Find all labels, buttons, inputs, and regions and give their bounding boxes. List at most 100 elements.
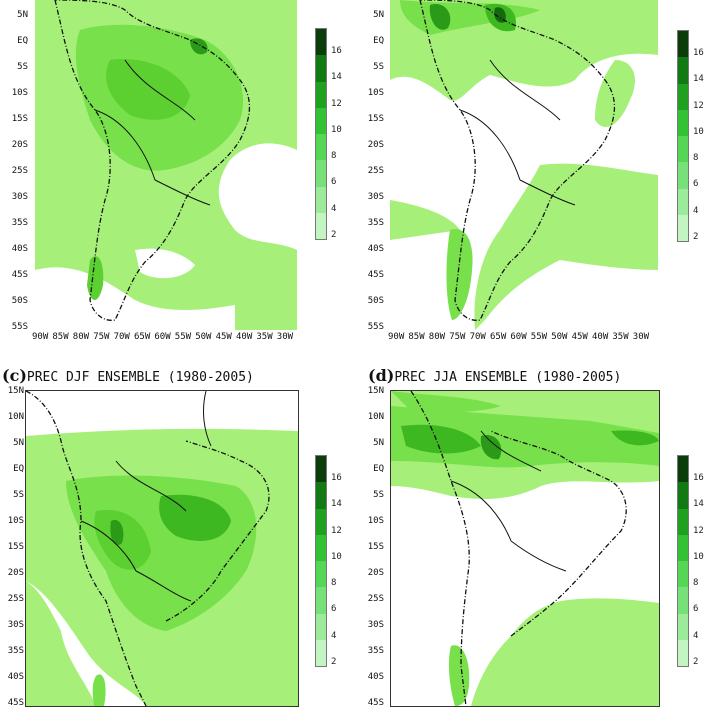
colorbar-swatch [316,107,326,134]
colorbar-tick-label: 14 [693,74,704,85]
longitude-label: 50W [551,332,568,342]
latitude-label: 15S [7,542,24,552]
colorbar-swatch [316,639,326,666]
colorbar-swatch [678,534,688,561]
latitude-label: 45S [367,698,384,708]
colorbar-tick-label: 8 [331,578,337,588]
latitude-label: 55S [11,322,28,332]
panel-d-title-text: PREC JJA ENSEMBLE (1980-2005) [394,370,622,385]
latitude-label: 20S [367,140,384,150]
latitude-label: 35S [367,646,384,656]
latitude-label: 10S [367,88,384,98]
colorbar-tick-label: 10 [331,124,342,135]
longitude-label: 70W [113,332,130,342]
panel-c-title: (c)PREC DJF ENSEMBLE (1980-2005) [2,366,254,385]
latitude-label: 5S [17,62,28,72]
longitude-label: 75W [449,332,466,342]
latitude-label: 20S [11,140,28,150]
latitude-label: 50S [11,296,28,306]
colorbar-swatch [316,456,326,483]
latitude-label: 5N [373,438,384,448]
longitude-label: 50W [195,332,212,342]
longitude-label: 85W [52,332,69,342]
longitude-label: 40W [592,332,609,342]
colorbar-swatch [316,81,326,108]
latitude-label: 10S [7,516,24,526]
colorbar-tick-label: 6 [331,177,337,188]
latitude-label: 55S [367,322,384,332]
panel-c-title-text: PREC DJF ENSEMBLE (1980-2005) [26,370,254,385]
latitude-label: 45S [7,698,24,708]
longitude-label: 60W [510,332,527,342]
colorbar-tick-label: 8 [693,578,699,588]
latitude-label: 40S [367,672,384,682]
longitude-label: 35W [256,332,273,342]
latitude-label: 15S [11,114,28,124]
latitude-label: 15S [367,114,384,124]
longitude-label: 65W [490,332,507,342]
longitude-label: 55W [530,332,548,342]
colorbar-tick-label: 16 [331,46,342,56]
colorbar-swatch [678,162,688,189]
colorbar-swatch [316,508,326,535]
longitude-label: 55W [174,332,192,342]
colorbar-tick-label: 10 [693,126,704,137]
latitude-label: 5S [373,490,384,500]
latitude-label: 30S [11,192,28,202]
latitude-label: 5N [373,10,384,20]
colorbar-swatch [316,482,326,509]
longitude-label: 30W [276,332,294,342]
latitude-label: 35S [367,218,384,228]
colorbar-swatch [316,55,326,82]
latitude-label: EQ [373,464,384,474]
latitude-label: EQ [373,36,384,46]
colorbar-tick-label: 4 [331,203,337,214]
latitude-label: EQ [13,464,24,474]
latitude-label: 5S [13,490,24,500]
colorbar-tick-label: 6 [693,604,699,615]
colorbar-tick-label: 14 [331,499,342,510]
colorbar-tick-label: 2 [331,229,337,240]
longitude-label: 70W [469,332,486,342]
longitude-label: 80W [72,332,90,342]
precipitation-map-b [390,0,658,330]
latitude-label: 35S [11,218,28,228]
longitude-label: 60W [154,332,171,342]
colorbar-swatch [316,534,326,561]
colorbar-tick-label: 10 [331,551,342,562]
latitude-label: 30S [7,620,24,630]
latitude-label: 5N [17,10,28,20]
longitude-label: 40W [236,332,253,342]
colorbar-tick-label: 6 [331,604,337,615]
colorbar-swatch [316,160,326,187]
colorbar-d [677,455,689,667]
latitude-label: 10S [11,88,28,98]
latitude-label: 45S [367,270,384,280]
latitude-label: 10N [7,412,24,422]
colorbar-tick-label: 2 [693,231,699,242]
colorbar-swatch [678,561,688,588]
colorbar-swatch [316,29,326,56]
latitude-label: 50S [367,296,384,306]
latitude-label: 15N [367,386,384,396]
longitude-label: 30W [632,332,650,342]
latitude-label: 25S [367,594,384,604]
colorbar-swatch [678,188,688,215]
colorbar-swatch [678,639,688,666]
colorbar-swatch [678,57,688,84]
colorbar-swatch [316,186,326,213]
latitude-label: 15N [7,386,24,396]
precipitation-map-a [35,0,297,330]
colorbar-swatch [316,212,326,239]
colorbar-tick-label: 14 [693,499,704,510]
panel-d-title: (d)PREC JJA ENSEMBLE (1980-2005) [368,366,621,385]
panel-d-letter: (d) [368,366,395,385]
latitude-label: 45S [11,270,28,280]
colorbar-tick-label: 6 [693,179,699,190]
longitude-label: 75W [93,332,110,342]
latitude-label: 40S [11,244,28,254]
precipitation-map-d [390,390,660,707]
colorbar-swatch [678,508,688,535]
longitude-label: 65W [134,332,151,342]
colorbar-tick-label: 12 [693,525,704,536]
